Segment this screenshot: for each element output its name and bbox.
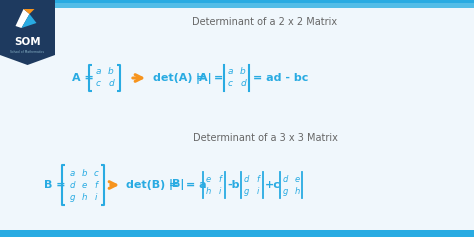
Text: School of Mathematics: School of Mathematics [10,50,45,54]
Text: i: i [257,187,259,196]
Polygon shape [21,14,36,28]
Text: a: a [69,169,74,178]
Text: h: h [294,187,300,196]
Text: a: a [227,68,233,77]
Text: f: f [256,174,259,183]
Text: +c: +c [265,180,281,190]
Text: c: c [95,79,100,88]
Text: b: b [108,68,114,77]
Text: d: d [243,174,249,183]
Polygon shape [16,9,29,28]
Text: g: g [69,192,75,201]
Text: a: a [95,68,101,77]
Text: = ad - bc: = ad - bc [253,73,309,83]
Text: g: g [283,187,288,196]
Text: |A|: |A| [196,73,213,83]
Text: e: e [205,174,210,183]
Text: d: d [283,174,288,183]
Text: e: e [82,181,87,190]
Text: f: f [219,174,221,183]
Text: Determinant of a 2 x 2 Matrix: Determinant of a 2 x 2 Matrix [192,17,337,27]
Polygon shape [0,0,55,65]
Text: i: i [219,187,221,196]
Text: h: h [81,192,87,201]
Text: SOM: SOM [14,37,41,47]
Text: |B|: |B| [169,179,185,191]
Text: i: i [95,192,97,201]
Text: f: f [94,181,98,190]
Text: h: h [205,187,210,196]
Text: d: d [108,79,114,88]
Text: g: g [243,187,249,196]
Text: b: b [81,169,87,178]
Text: B =: B = [44,180,65,190]
Text: b: b [240,68,246,77]
Text: c: c [228,79,233,88]
Bar [0,0,474,8]
Text: =: = [214,73,223,83]
Text: c: c [94,169,99,178]
Text: det(B) =: det(B) = [126,180,178,190]
Text: Determinant of a 3 x 3 Matrix: Determinant of a 3 x 3 Matrix [192,133,337,143]
Text: det(A) =: det(A) = [153,73,206,83]
Text: -b: -b [227,180,239,190]
Text: d: d [240,79,246,88]
Polygon shape [24,9,35,14]
Text: d: d [69,181,75,190]
Bar [55,3,474,8]
Text: e: e [294,174,300,183]
Text: = a: = a [186,180,207,190]
Bar [0,230,474,237]
Text: A =: A = [72,73,94,83]
